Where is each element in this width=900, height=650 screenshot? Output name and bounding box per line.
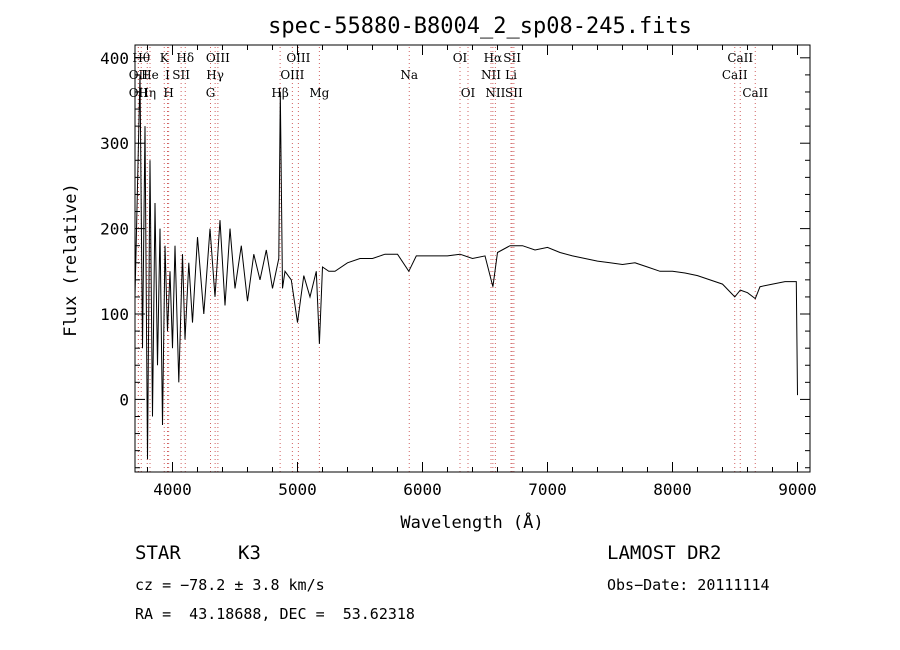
x-tick-label: 8000 xyxy=(653,480,692,499)
y-tick-label: 400 xyxy=(100,49,129,68)
line-marker-label: OIII xyxy=(280,68,304,82)
spectrum-line xyxy=(134,74,798,460)
line-marker-label: OIII xyxy=(206,51,230,65)
x-axis-label: Wavelength (Å) xyxy=(400,511,543,533)
line-marker-label: OII xyxy=(129,86,149,100)
line-marker-label: CaII xyxy=(742,86,768,100)
line-marker-label: He xyxy=(141,68,159,82)
x-tick-label: 6000 xyxy=(403,480,442,499)
line-marker-label: CaII xyxy=(727,51,753,65)
y-tick-label: 300 xyxy=(100,134,129,153)
y-tick-label: 200 xyxy=(100,220,129,239)
line-marker-label: Hα xyxy=(484,51,503,65)
line-marker-label: Hγ xyxy=(206,68,224,82)
redshift-velocity: cz = −78.2 ± 3.8 km/s xyxy=(135,576,325,594)
line-marker-label: Li xyxy=(505,68,517,82)
line-marker-label: I xyxy=(165,68,170,82)
object-subclass: K3 xyxy=(238,542,261,564)
line-marker-label: Na xyxy=(400,68,418,82)
line-marker-label: OI xyxy=(453,51,468,65)
survey-name: LAMOST DR2 xyxy=(607,542,722,564)
y-tick-label: 100 xyxy=(100,305,129,324)
line-marker-label: Hη xyxy=(138,86,156,100)
line-marker-label: OIII xyxy=(286,51,310,65)
line-marker-label: SII xyxy=(503,51,521,65)
line-marker-label: Mg xyxy=(309,86,329,100)
line-marker-label: OI xyxy=(461,86,476,100)
line-marker-label: Hδ xyxy=(176,51,194,65)
line-marker-label: SII xyxy=(172,68,190,82)
x-tick-label: 5000 xyxy=(278,480,317,499)
x-tick-label: 7000 xyxy=(528,480,567,499)
object-class: STAR xyxy=(135,542,181,564)
x-tick-label: 9000 xyxy=(778,480,817,499)
sky-coordinates: RA = 43.18688, DEC = 53.62318 xyxy=(135,605,415,623)
observation-date: Obs−Date: 20111114 xyxy=(607,576,770,594)
line-marker-label: NII xyxy=(481,68,501,82)
line-marker-label: H xyxy=(163,86,173,100)
y-axis-label: Flux (relative) xyxy=(61,183,81,337)
line-marker-label: NII xyxy=(485,86,505,100)
y-tick-label: 0 xyxy=(119,390,129,409)
chart-title: spec-55880-B8004_2_sp08-245.fits xyxy=(268,14,692,39)
line-marker-label: CaII xyxy=(722,68,748,82)
line-marker-label: G xyxy=(206,86,216,100)
line-marker-label: K xyxy=(160,51,170,65)
x-tick-label: 4000 xyxy=(153,480,192,499)
line-marker-label: SII xyxy=(505,86,523,100)
